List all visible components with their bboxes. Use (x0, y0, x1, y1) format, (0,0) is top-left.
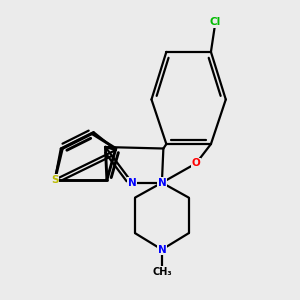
Text: N: N (128, 178, 136, 188)
Text: S: S (51, 175, 59, 185)
Text: CH₃: CH₃ (152, 267, 172, 277)
Text: N: N (158, 244, 166, 255)
Text: Cl: Cl (210, 17, 221, 27)
Text: N: N (158, 178, 166, 188)
Text: O: O (192, 158, 200, 168)
